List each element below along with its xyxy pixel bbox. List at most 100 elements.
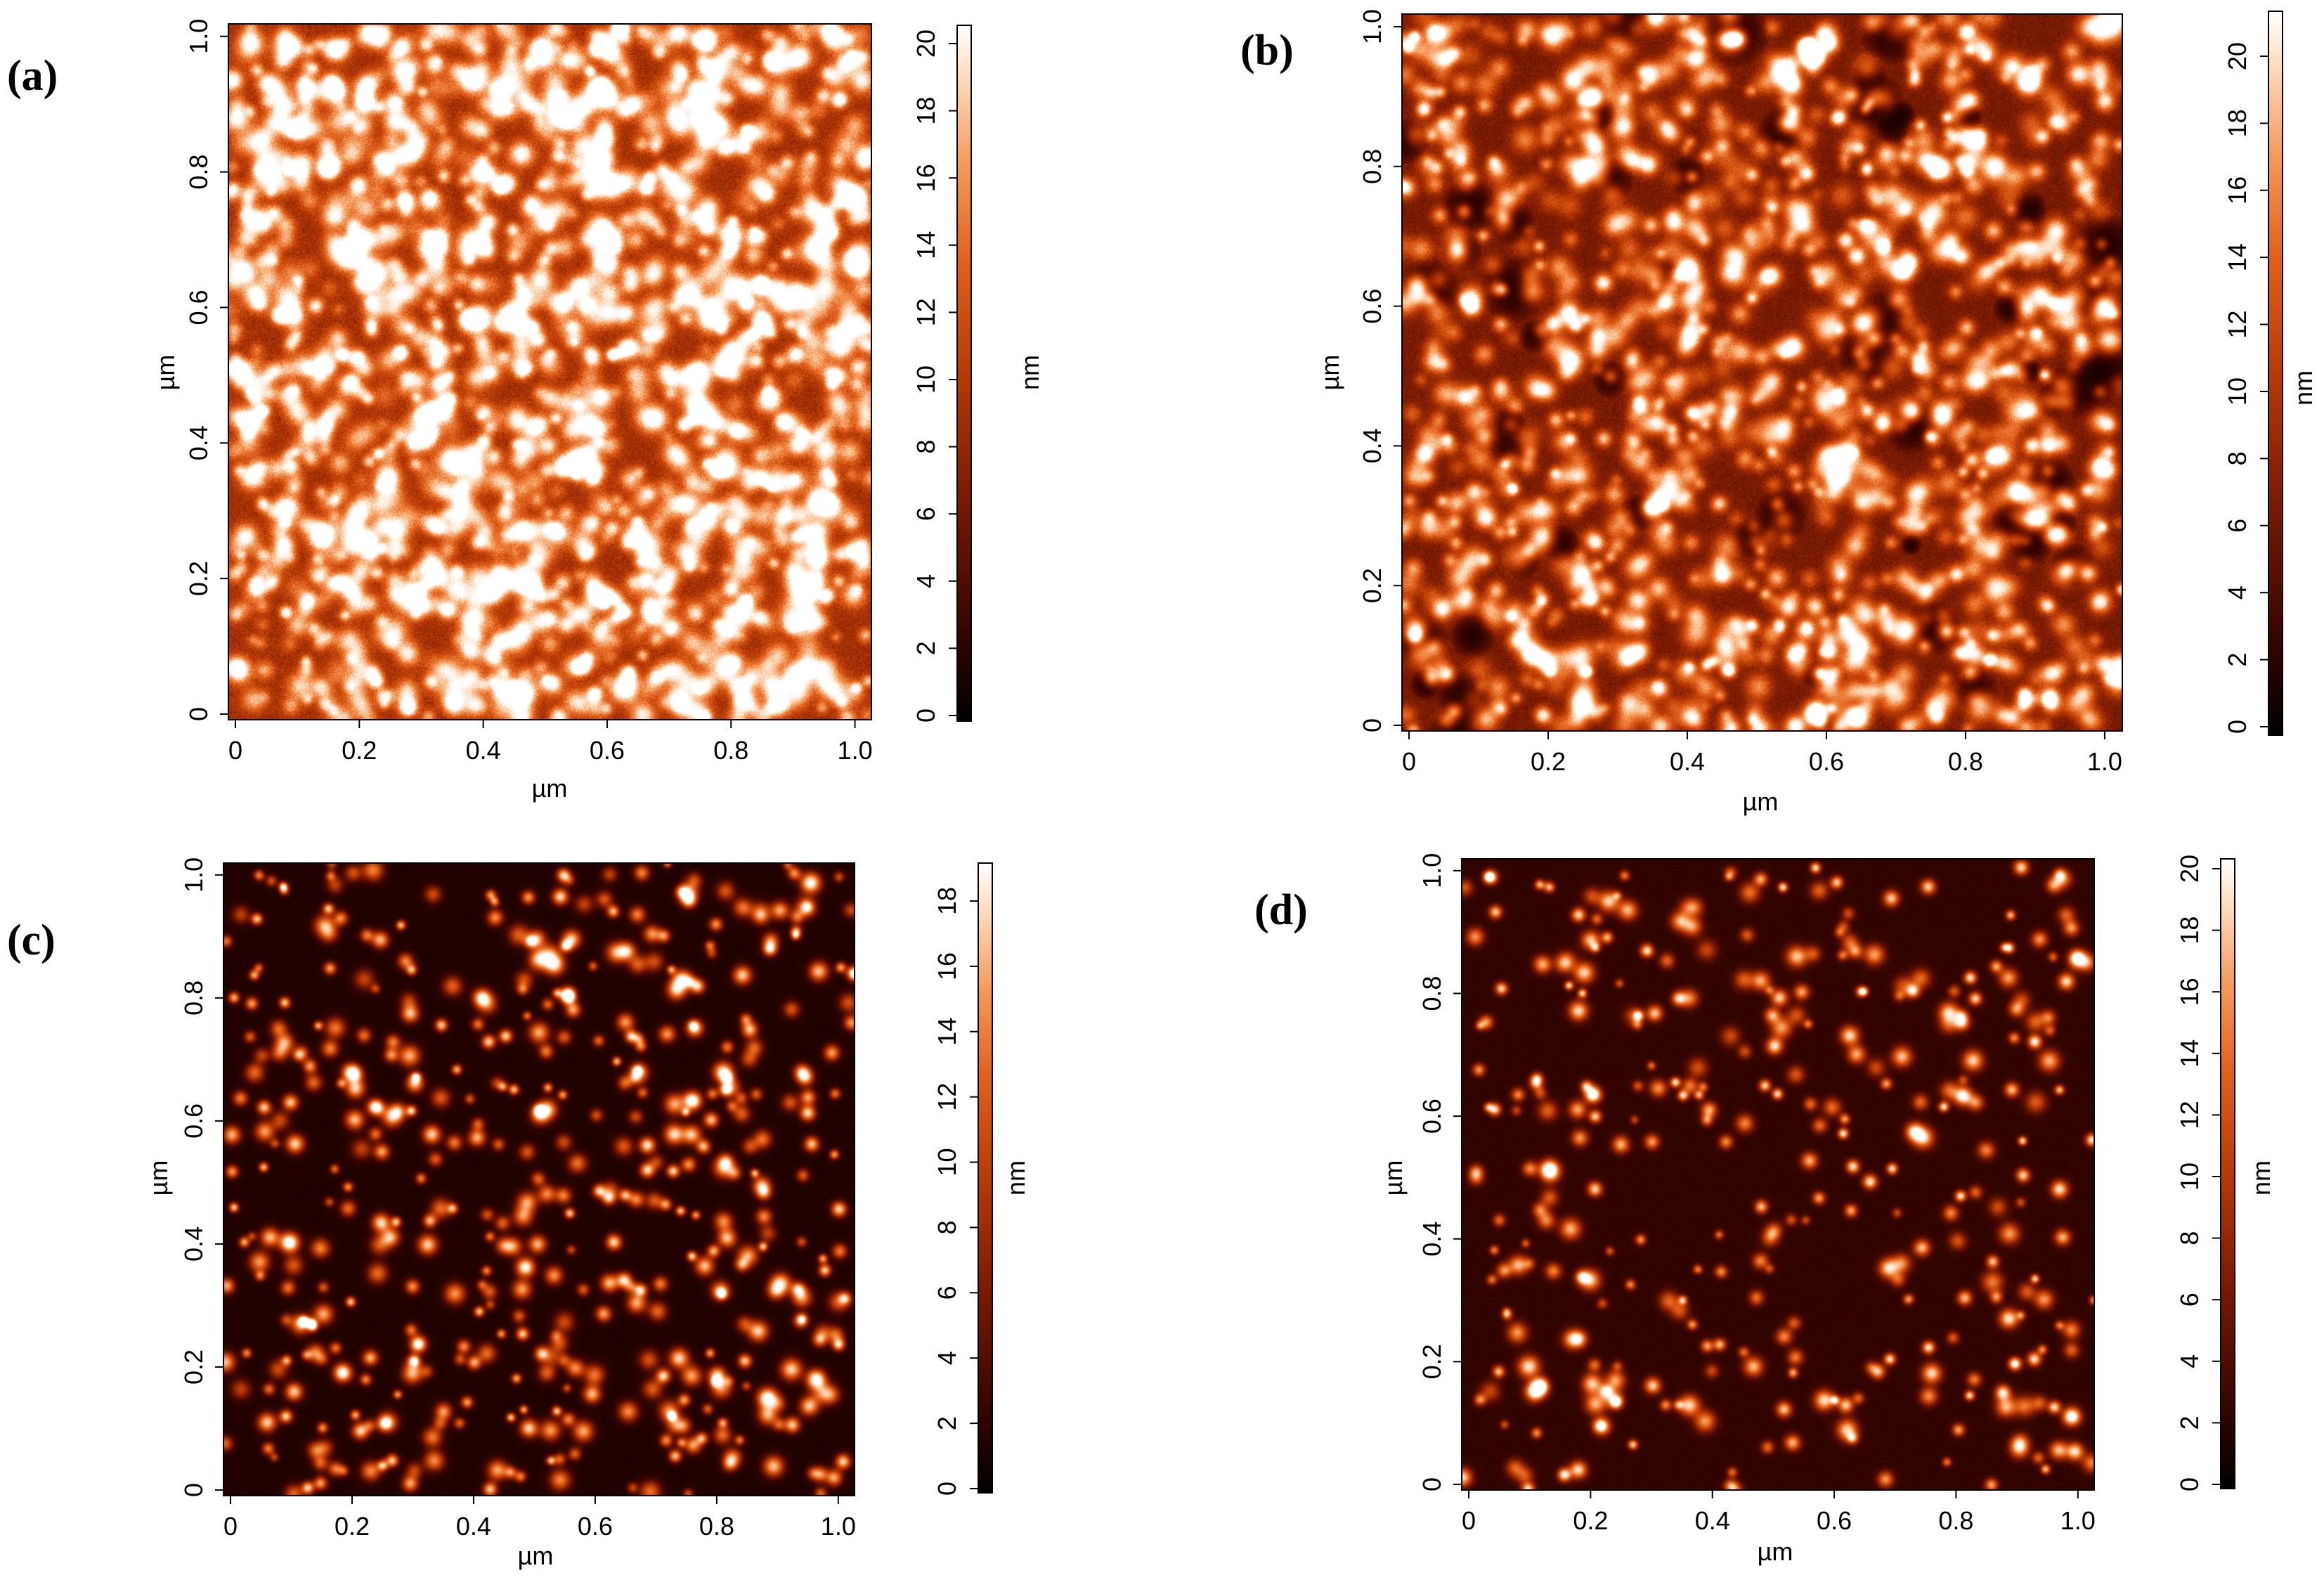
image-frame-a [228, 23, 872, 720]
x-axis-label-b: µm [1743, 787, 1779, 816]
panel-d: (d) 0 0.2 0.4 0.6 0.8 1.000.20.40.60.81.0 µm … [1254, 853, 2276, 1566]
y-tick-label-c-4: 0.8 [179, 980, 208, 1016]
axes-b: 0 0.2 0.4 0.6 0.8 1.0 0 0.2 0.4 0.6 0.8 1.0 [1358, 9, 2123, 776]
x-tick-label-b-5: 1.0 [2087, 747, 2122, 776]
y-tick-label-b-2: 0.4 [1358, 428, 1387, 463]
y-tick-label-d-4: 0.8 [1417, 976, 1446, 1011]
colorbar-tick-label-b-10: 20 [2223, 42, 2252, 70]
x-tick-label-c-2: 0.4 [456, 1512, 491, 1541]
colorbar-tick-label-c-4: 8 [933, 1220, 961, 1234]
colorbar-ticks-a: 0 2 4 6 8 10 12 14 16 18 20 [911, 30, 957, 723]
colorbar-tick-label-a-0: 0 [911, 708, 940, 723]
colorbar-tick-label-d-7: 14 [2175, 1039, 2204, 1068]
afm-height-map-c [223, 863, 855, 1496]
colorbar-unit-c: nm [1001, 1160, 1030, 1196]
panel-label-a: (a) [7, 52, 58, 100]
colorbar-tick-label-d-1: 2 [2175, 1416, 2204, 1430]
panel-c: (c) 0 0.2 0.4 0.6 0.8 1.000.20.40.60.81.0 µm … [7, 857, 1030, 1570]
colorbar-tick-label-d-4: 8 [2175, 1231, 2204, 1245]
afm-image-d [1462, 859, 2094, 1490]
colorbar-tick-label-a-8: 16 [911, 164, 940, 192]
y-tick-label-b-3: 0.6 [1358, 289, 1387, 324]
y-tick-label-b-4: 0.8 [1358, 149, 1387, 184]
x-tick-label-a-5: 1.0 [838, 736, 873, 765]
panel-label-c: (c) [7, 916, 56, 964]
panel-a: (a) 0 0.2 0.4 0.6 0.8 1.000.20.40.60.81.0 µm … [7, 19, 1044, 803]
afm-image-b [1402, 14, 2122, 731]
x-axis-label-c: µm [518, 1541, 554, 1570]
x-tick-label-c-5: 1.0 [821, 1512, 856, 1541]
x-tick-label-c-0: 0 [223, 1512, 238, 1541]
colorbar-tick-label-c-2: 4 [933, 1351, 961, 1365]
y-tick-label-a-1: 0.2 [184, 561, 213, 596]
y-tick-label-b-1: 0.2 [1358, 568, 1387, 603]
colorbar-c [978, 862, 993, 1494]
x-tick-label-d-0: 0 [1462, 1506, 1476, 1535]
colorbar-tick-label-a-6: 12 [911, 298, 940, 326]
axes-a: 0 0.2 0.4 0.6 0.8 1.0 0 0.2 0.4 0.6 0.8 1.0 [184, 19, 873, 765]
colorbar-tick-label-c-9: 18 [933, 887, 961, 915]
y-axis-label-b: µm [1316, 355, 1344, 391]
x-tick-label-b-3: 0.6 [1809, 747, 1844, 776]
colorbar-tick-label-b-7: 14 [2223, 243, 2252, 271]
x-tick-label-d-4: 0.8 [1938, 1506, 1973, 1535]
colorbar-tick-label-a-5: 10 [911, 365, 940, 394]
afm-image-a [228, 24, 871, 720]
colorbar-tick-label-b-3: 6 [2223, 519, 2252, 533]
colorbar-tick-label-b-0: 0 [2223, 720, 2252, 734]
colorbar-tick-label-c-0: 0 [933, 1482, 961, 1496]
x-tick-label-a-1: 0.2 [342, 736, 377, 765]
y-tick-label-c-3: 0.6 [179, 1103, 208, 1139]
y-tick-label-a-3: 0.6 [184, 290, 213, 325]
x-tick-label-a-2: 0.4 [466, 736, 501, 765]
x-tick-label-d-2: 0.4 [1695, 1506, 1730, 1535]
colorbar-tick-label-d-5: 10 [2175, 1162, 2204, 1191]
image-frame-d [1461, 858, 2095, 1491]
x-tick-label-a-0: 0 [228, 736, 242, 765]
x-tick-label-b-0: 0 [1402, 747, 1416, 776]
panel-b: (b) 0 0.2 0.4 0.6 0.8 1.000.20.40.60.81.0 µm … [1240, 9, 2318, 816]
y-tick-label-a-0: 0 [184, 707, 213, 721]
colorbar-d [2220, 858, 2235, 1489]
afm-height-map-b [1402, 14, 2122, 731]
x-axis-label-d: µm [1758, 1537, 1793, 1566]
colorbar-tick-label-c-8: 16 [933, 952, 961, 980]
image-frame-b [1401, 13, 2123, 732]
colorbar-tick-label-a-9: 18 [911, 97, 940, 125]
colorbar-tick-label-c-7: 14 [933, 1018, 961, 1046]
colorbar-tick-label-b-5: 10 [2223, 377, 2252, 406]
afm-height-map-d [1462, 859, 2094, 1490]
colorbar-unit-b: nm [2289, 370, 2318, 406]
x-tick-label-d-5: 1.0 [2060, 1506, 2096, 1535]
axes-d: 0 0.2 0.4 0.6 0.8 1.0 0 0.2 0.4 0.6 0.8 1.0 [1417, 853, 2096, 1535]
y-tick-label-a-5: 1.0 [184, 19, 213, 54]
y-tick-label-c-5: 1.0 [179, 857, 208, 893]
colorbar-tick-label-b-8: 16 [2223, 176, 2252, 205]
x-tick-label-c-3: 0.6 [578, 1512, 613, 1541]
y-tick-label-a-2: 0.4 [184, 425, 213, 460]
y-tick-label-d-3: 0.6 [1417, 1099, 1446, 1134]
y-tick-label-d-2: 0.4 [1417, 1222, 1446, 1257]
colorbar-tick-label-a-1: 2 [911, 641, 940, 655]
panel-label-d: (d) [1254, 886, 1308, 934]
afm-image-c [223, 863, 855, 1496]
colorbar-tick-label-d-3: 6 [2175, 1293, 2204, 1307]
x-tick-label-a-3: 0.6 [590, 736, 625, 765]
colorbar-ticks-c: 0 2 4 6 8 10 12 14 16 18 [933, 887, 978, 1496]
colorbar-tick-label-c-5: 10 [933, 1148, 961, 1177]
colorbar-tick-label-a-10: 20 [911, 30, 940, 58]
y-tick-label-d-1: 0.2 [1417, 1344, 1446, 1379]
colorbar-tick-label-a-3: 6 [911, 507, 940, 521]
colorbar-tick-label-d-9: 18 [2175, 916, 2204, 945]
y-tick-label-c-2: 0.4 [179, 1226, 208, 1262]
colorbar-tick-label-d-6: 12 [2175, 1101, 2204, 1129]
colorbar-tick-label-d-8: 16 [2175, 978, 2204, 1006]
colorbar-tick-label-d-2: 4 [2175, 1354, 2204, 1368]
colorbar-ticks-b: 0 2 4 6 8 10 12 14 16 18 20 [2223, 42, 2268, 734]
colorbar-b [2268, 11, 2283, 736]
colorbar-tick-label-c-3: 6 [933, 1285, 961, 1300]
colorbar-unit-a: nm [1015, 355, 1044, 390]
x-tick-label-d-3: 0.6 [1817, 1506, 1852, 1535]
colorbar-tick-label-a-4: 8 [911, 440, 940, 454]
